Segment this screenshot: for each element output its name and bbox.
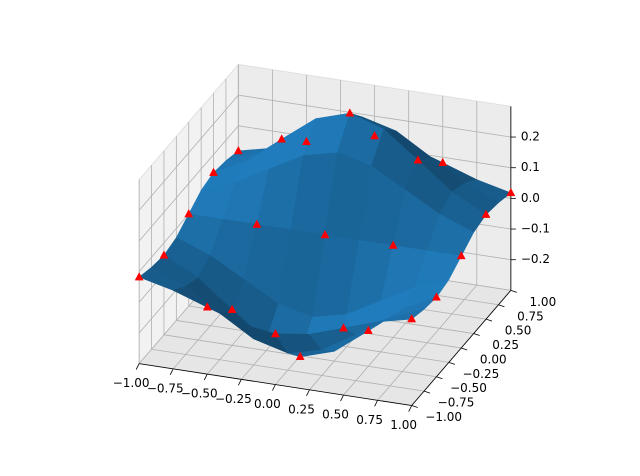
x-tick [374,400,378,407]
axis-line [411,290,512,406]
scatter-marker [134,272,144,281]
scatter-marker [481,209,491,218]
z-tick-label: 0.0 [521,191,540,205]
x-tick-label: 0.75 [356,413,383,427]
scatter-marker [438,157,448,166]
z-tick-label: −0.1 [521,222,550,236]
y-tick [423,390,431,394]
grid-line [138,94,239,211]
x-tick [306,389,310,396]
y-tick [448,361,455,365]
y-tick-label: 1.00 [529,295,556,309]
y-tick-label: −0.50 [450,381,487,395]
grid-line [138,125,239,242]
x-tick [408,405,413,412]
scatter-marker [184,209,194,218]
x-tick-label: −1.00 [113,376,150,390]
surface-patch [377,308,425,323]
scatter-marker [345,108,355,117]
x-tick [340,394,344,402]
z-tick-label: 0.1 [521,160,540,174]
scatter-marker [252,219,262,228]
scatter-marker [233,145,243,155]
scatter-marker [227,304,237,313]
z-tick-label: 0.2 [521,130,540,144]
x-tick-label: 0.00 [254,397,281,411]
scatter-marker [432,292,441,301]
y-tick [436,376,443,380]
y-tick [473,333,480,336]
scatter-marker [413,155,423,164]
scatter-marker [270,328,280,338]
scatter-marker [320,229,330,239]
scatter-marker [159,250,169,259]
y-tick-label: −0.25 [462,367,499,381]
y-tick [411,405,418,408]
y-tick [485,318,493,322]
y-tick-label: 0.75 [517,309,544,323]
y-tick-label: 0.25 [492,338,519,352]
scatter-marker [295,351,305,360]
scatter-marker [209,167,218,176]
y-tick-label: −0.75 [438,396,475,410]
x-tick-label: 0.25 [288,402,315,416]
y-tick-label: −1.00 [425,410,462,424]
y-tick [498,304,505,308]
x-tick [237,379,242,386]
scatter-marker [456,250,466,260]
y-tick-label: 0.00 [480,352,507,366]
x-tick-label: 0.50 [322,408,349,422]
x-tick [135,363,140,370]
scatter-marker [388,240,398,249]
x-tick-label: −0.25 [215,392,252,406]
scatter-marker [506,187,516,197]
grid-line [151,348,425,392]
scatter-marker [363,325,373,334]
x-tick [203,373,208,381]
scatter-marker [370,130,380,140]
y-tick [461,347,468,351]
y-tick [510,289,517,293]
x-tick-label: −0.50 [181,387,218,401]
scatter-marker [277,134,287,143]
x-tick-label: 1.00 [390,418,417,432]
y-tick-label: 0.50 [505,324,532,338]
x-tick [169,368,174,376]
scatter-marker [407,314,417,323]
x-tick [272,384,276,391]
x-tick-label: −0.75 [147,381,184,395]
grid-line [238,94,511,138]
z-tick-label: −0.2 [521,252,550,266]
scatter-marker [302,136,311,146]
scatter-marker [202,302,212,311]
axis-line [139,363,412,406]
scatter-marker [339,323,348,332]
